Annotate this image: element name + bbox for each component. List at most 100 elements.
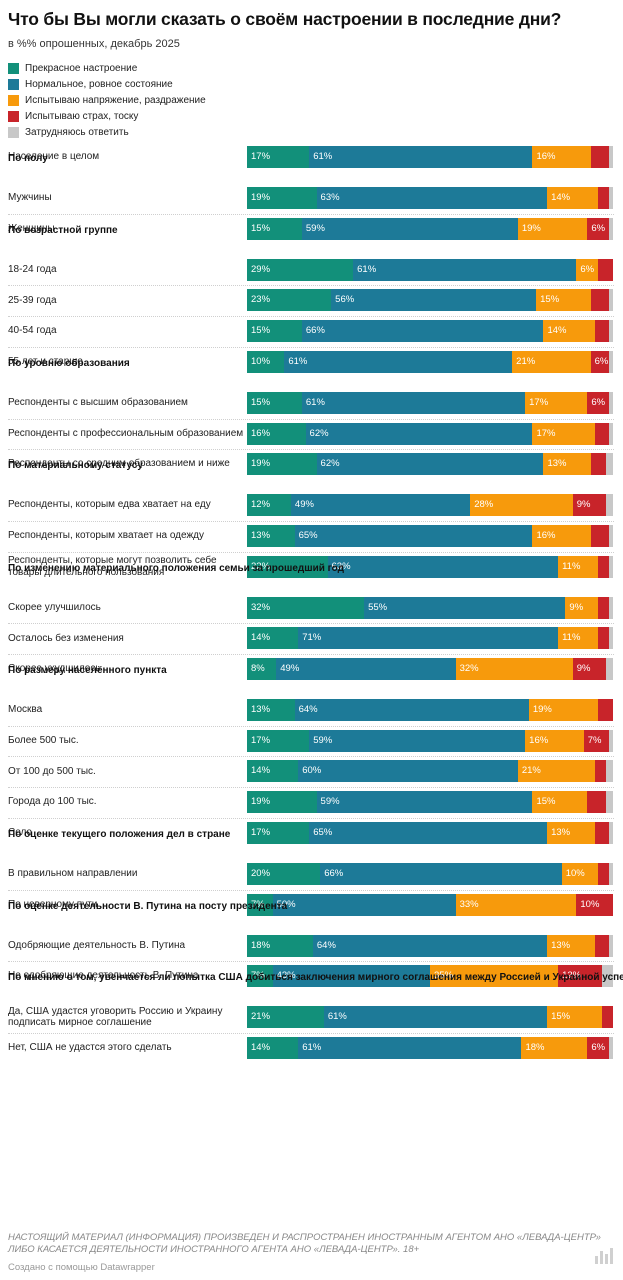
bar-value-label: 50% xyxy=(276,898,296,910)
stacked-bar: 15% 59% 19% 6% xyxy=(247,217,613,240)
stacked-bar: 13% 65% 16% xyxy=(247,524,613,547)
bar-segment: 12% xyxy=(558,965,602,988)
stacked-bar: 17% 65% 13% xyxy=(247,821,613,844)
bar-value-label: 19% xyxy=(521,222,541,234)
group-title: По размеру населённого пункта xyxy=(8,665,167,676)
stacked-bar: 10% 61% 21% 6% xyxy=(247,350,613,373)
row-label: Респонденты с профессиональным образован… xyxy=(8,427,244,439)
row-label: Да, США удастся уговорить Россию и Украи… xyxy=(8,1005,223,1029)
bar-segment xyxy=(605,453,613,476)
bar-value-label: 13% xyxy=(551,826,571,838)
bar-value-label: 60% xyxy=(302,765,322,777)
bar-segment xyxy=(598,596,610,619)
bar-segment xyxy=(605,494,613,517)
bar-segment xyxy=(598,699,613,721)
row-label: Респонденты, которые могут позволить себ… xyxy=(8,555,217,578)
bar-value-label: 9% xyxy=(576,499,591,511)
bar-value-label: 18% xyxy=(525,1041,545,1053)
bar-segment: 65% xyxy=(309,821,548,844)
bar-value-label: 16% xyxy=(536,529,556,541)
bar-value-label: 9% xyxy=(569,601,584,613)
row-separator xyxy=(8,725,614,727)
group-title: По оценке текущего положения дел в стран… xyxy=(8,828,231,840)
bar-value-label: 13% xyxy=(251,704,271,715)
bar-segment xyxy=(591,524,610,547)
stacked-bar: 12% 49% 28% 9% xyxy=(247,494,613,517)
bar-value-label: 10% xyxy=(580,898,600,910)
bar-segment: 17% xyxy=(525,391,588,414)
bar-value-label: 35% xyxy=(433,970,453,982)
bar-value-label: 14% xyxy=(551,192,571,203)
bar-segment: 50% xyxy=(272,893,456,916)
bar-segment xyxy=(594,760,606,783)
bar-value-label: 23% xyxy=(251,294,271,306)
bar-value-label: 65% xyxy=(298,529,318,541)
bar-segment: 55% xyxy=(364,596,566,619)
group-title: По мнению о том, увенчается ли попытка С… xyxy=(8,972,623,984)
bar-segment xyxy=(609,350,613,373)
bar-segment: 60% xyxy=(298,760,518,783)
bar-value-label: 43% xyxy=(276,970,296,982)
bar-value-label: 17% xyxy=(251,826,271,838)
bar-segment: 49% xyxy=(290,494,471,517)
bar-segment xyxy=(598,627,610,650)
bar-segment xyxy=(602,1006,613,1029)
bar-value-label: 66% xyxy=(305,325,325,337)
bar-value-label: 15% xyxy=(251,396,271,408)
bar-segment: 21% xyxy=(512,350,591,373)
stacked-bar: 18% 64% 13% xyxy=(247,934,613,957)
bar-segment: 66% xyxy=(301,320,544,343)
bar-segment: 15% xyxy=(547,1006,602,1029)
row-separator xyxy=(8,654,614,655)
row-label: Нет, США не удастся этого сделать xyxy=(8,1042,172,1054)
bar-segment xyxy=(609,217,613,240)
bar-value-label: 6% xyxy=(591,396,606,408)
row-separator xyxy=(8,756,614,758)
row-label: Население в целом xyxy=(8,151,100,163)
bar-value-label: 21% xyxy=(251,1011,271,1023)
bar-segment: 59% xyxy=(301,217,518,240)
bar-value-label: 21% xyxy=(516,355,536,367)
stacked-bar: 14% 60% 21% xyxy=(247,760,613,783)
row-label: В правильном направлении xyxy=(8,868,138,880)
row-label: Респонденты со средним образованием и ни… xyxy=(8,458,230,470)
bar-segment xyxy=(587,791,606,814)
bar-value-label: 17% xyxy=(536,427,556,439)
foreign-agent-disclaimer: НАСТОЯЩИЙ МАТЕРИАЛ (ИНФОРМАЦИЯ) ПРОИЗВЕД… xyxy=(8,1232,601,1255)
bar-segment: 10% xyxy=(576,893,613,916)
bar-segment xyxy=(594,821,610,844)
bar-segment: 63% xyxy=(316,187,548,209)
bar-segment xyxy=(591,453,606,476)
bar-segment xyxy=(609,320,613,343)
bar-segment xyxy=(609,289,613,312)
datawrapper-credit: Создано с помощью Datawrapper xyxy=(8,1262,155,1273)
bar-value-label: 15% xyxy=(251,325,271,337)
row-label: Осталось без изменения xyxy=(8,632,124,644)
group-title: По материальному статусу xyxy=(8,460,143,472)
bar-value-label: 6% xyxy=(591,222,606,234)
legend-label: Прекрасное настроение xyxy=(25,62,138,74)
bar-value-label: 18% xyxy=(251,939,271,951)
row-label: Респонденты, которым едва хватает на еду xyxy=(8,499,211,511)
bar-value-label: 12% xyxy=(251,499,271,511)
bar-segment: 16% xyxy=(525,729,584,752)
stacked-bar: 7% 50% 33% 10% xyxy=(247,893,613,916)
bar-segment xyxy=(609,934,613,957)
bar-segment: 19% xyxy=(247,453,317,476)
bar-segment: 14% xyxy=(247,760,299,783)
bar-value-label: 61% xyxy=(357,263,377,275)
bar-segment: 61% xyxy=(323,1006,548,1029)
bar-value-label: 63% xyxy=(331,560,351,572)
bar-segment: 7% xyxy=(583,729,610,752)
bar-value-label: 15% xyxy=(540,294,560,306)
bar-value-label: 17% xyxy=(529,396,549,408)
stacked-bar: 17% 59% 16% 7% xyxy=(247,729,613,752)
bar-value-label: 59% xyxy=(305,222,325,234)
bar-segment: 35% xyxy=(429,965,559,988)
bar-value-label: 16% xyxy=(536,151,556,162)
bar-value-label: 6% xyxy=(591,1041,606,1053)
row-separator xyxy=(8,346,614,348)
bar-segment: 20% xyxy=(247,862,321,885)
legend-item: Нормальное, ровное состояние xyxy=(8,76,206,92)
bar-segment: 17% xyxy=(247,821,310,844)
